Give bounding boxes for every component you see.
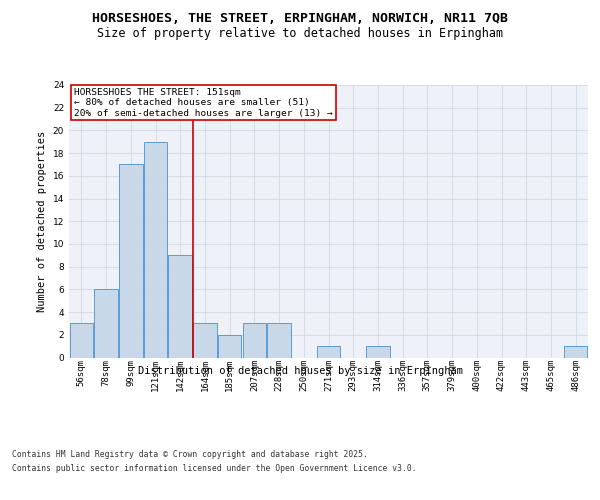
Bar <box>119 164 143 358</box>
Text: Contains public sector information licensed under the Open Government Licence v3: Contains public sector information licen… <box>12 464 416 473</box>
Text: Size of property relative to detached houses in Erpingham: Size of property relative to detached ho… <box>97 28 503 40</box>
Text: HORSESHOES, THE STREET, ERPINGHAM, NORWICH, NR11 7QB: HORSESHOES, THE STREET, ERPINGHAM, NORWI… <box>92 12 508 26</box>
Bar <box>94 290 118 358</box>
Bar <box>193 324 217 358</box>
Bar <box>268 324 291 358</box>
Text: Distribution of detached houses by size in Erpingham: Distribution of detached houses by size … <box>137 366 463 376</box>
Bar <box>144 142 167 358</box>
Bar <box>317 346 340 358</box>
Text: HORSESHOES THE STREET: 151sqm
← 80% of detached houses are smaller (51)
20% of s: HORSESHOES THE STREET: 151sqm ← 80% of d… <box>74 88 333 118</box>
Text: Contains HM Land Registry data © Crown copyright and database right 2025.: Contains HM Land Registry data © Crown c… <box>12 450 368 459</box>
Bar <box>564 346 587 358</box>
Y-axis label: Number of detached properties: Number of detached properties <box>37 130 47 312</box>
Bar <box>70 324 93 358</box>
Bar <box>218 335 241 357</box>
Bar <box>366 346 389 358</box>
Bar <box>242 324 266 358</box>
Bar <box>169 256 192 358</box>
